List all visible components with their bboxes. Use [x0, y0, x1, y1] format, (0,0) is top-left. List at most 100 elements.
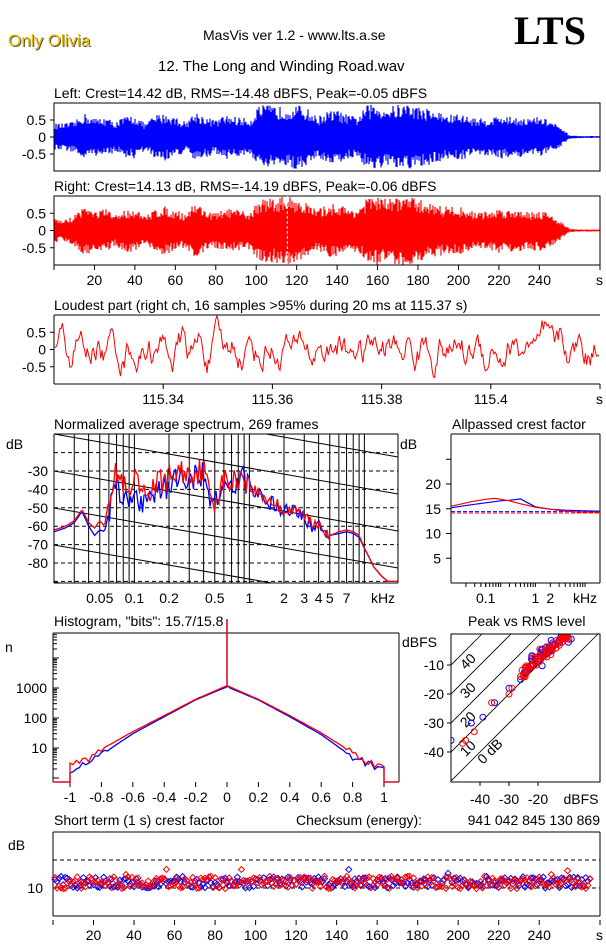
short-term-crest-point-left [430, 874, 438, 882]
short-term-crest-point-right [298, 878, 306, 887]
short-term-crest-point-right [266, 872, 274, 881]
short-term-crest-point-left [454, 875, 462, 884]
peak-vs-rms-ytick-label: -40 [424, 744, 444, 760]
spectrum-series-right [54, 459, 398, 583]
short-term-crest-point-left [69, 883, 77, 891]
spectrum-xtick-label: 2 [280, 590, 288, 606]
short-term-crest-point-right [140, 882, 148, 890]
peak-vs-rms-point-right [563, 634, 571, 640]
short-term-crest-point-left [343, 877, 351, 885]
short-term-crest-xtick-label: 160 [365, 927, 389, 943]
peak-vs-rms-point-right [488, 699, 496, 707]
short-term-crest-xtick-label: 40 [126, 927, 142, 943]
loudest-part-xtick-label: 115.4 [474, 391, 508, 407]
peak-vs-rms-point-right [505, 690, 513, 698]
short-term-crest-point-right [494, 883, 503, 891]
short-term-crest-point-right [217, 875, 225, 884]
spectrum-slope-line [54, 434, 398, 495]
left-waveform-signal [54, 104, 600, 169]
histogram-ytick-label: 1000 [16, 680, 47, 696]
short-term-crest-point-right [450, 879, 458, 888]
allpassed-crest-series-right [450, 497, 600, 513]
spectrum-group: Normalized average spectrum, 269 frames d… [6, 416, 399, 790]
left-waveform-group: Left: Crest=14.42 dB, RMS=-14.48 dBFS, P… [22, 85, 601, 172]
short-term-crest-point-right [130, 878, 138, 886]
short-term-crest-point-right [114, 881, 122, 890]
histogram-group: Histogram, "bits": 15.7/15.8n100010010-1… [5, 613, 400, 805]
short-term-crest-point-right [549, 874, 558, 882]
short-term-crest-point-right [176, 884, 185, 892]
spectrum-xtick-label: 0.2 [159, 590, 179, 606]
right-waveform-xtick-label: 200 [447, 272, 471, 288]
short-term-crest-point-right [300, 873, 308, 881]
histogram-xtick-label: 1 [380, 789, 388, 805]
short-term-crest-point-right [509, 877, 517, 885]
short-term-crest-point-left [482, 872, 491, 881]
short-term-crest-xtick-label: 240 [528, 927, 552, 943]
peak-vs-rms-point-right [536, 645, 544, 653]
short-term-crest-point-left [63, 874, 71, 882]
short-term-crest-point-right [375, 873, 383, 881]
short-term-crest-point-right [405, 872, 414, 880]
short-term-crest-point-right [241, 877, 250, 885]
loudest-part-signal [54, 313, 600, 379]
short-term-crest-point-right [195, 884, 203, 892]
peak-vs-rms-ytick-label: -30 [424, 715, 444, 731]
short-term-crest-point-right [229, 882, 238, 890]
app-title: MasVis ver 1.2 - www.lts.a.se [203, 27, 386, 43]
file-title: 12. The Long and Winding Road.wav [158, 58, 405, 75]
short-term-crest-point-right [480, 872, 489, 881]
short-term-crest-point-right [365, 873, 373, 881]
short-term-crest-point-right [272, 874, 280, 883]
short-term-crest-point-right [239, 876, 248, 885]
spectrum-ytick-label: -70 [28, 537, 48, 553]
loudest-part-xtick-label: s [596, 391, 603, 407]
short-term-crest-point-left [136, 880, 144, 888]
short-term-crest-point-right [274, 875, 282, 883]
spectrum-slope-line [54, 730, 398, 790]
peak-vs-rms-xtick-label: dBFS [563, 791, 598, 807]
spectrum-plot-area [54, 434, 398, 790]
short-term-crest-point-right [492, 880, 501, 888]
spectrum-title: Normalized average spectrum, 269 frames [54, 416, 319, 432]
short-term-crest-point-right [379, 880, 387, 888]
short-term-crest-point-right [312, 878, 321, 887]
short-term-crest-point-right [253, 878, 262, 887]
short-term-crest-point-right [391, 875, 400, 883]
allpassed-crest-ylabel: dB [400, 436, 417, 452]
short-term-crest-point-right [324, 884, 333, 892]
short-term-crest-point-right [456, 884, 464, 893]
allpassed-crest-ytick-label: 20 [425, 476, 441, 492]
short-term-crest-point-left [529, 874, 537, 882]
short-term-crest-xtick-label: s [596, 927, 603, 943]
short-term-crest-point-right [472, 884, 481, 893]
short-term-crest-point-right [503, 879, 511, 887]
short-term-crest-xtick-label: 200 [447, 927, 471, 943]
short-term-crest-point-left [154, 883, 163, 891]
short-term-crest-point-right [436, 882, 444, 890]
short-term-crest-point-right [545, 883, 554, 891]
short-term-crest-point-left [434, 875, 442, 884]
right-waveform-xtick-label: 60 [168, 272, 184, 288]
short-term-crest-point-right [513, 884, 521, 893]
short-term-crest-xtick-label: 140 [325, 927, 349, 943]
short-term-crest-point-right [535, 873, 543, 881]
right-waveform-xtick-label: 220 [487, 272, 511, 288]
short-term-crest-point-right [452, 873, 460, 882]
short-term-crest-point-right [61, 884, 69, 893]
short-term-crest-point-left [353, 877, 361, 885]
right-waveform-ytick-label: 0 [38, 223, 46, 239]
histogram-xtick-label: 0.4 [280, 789, 300, 805]
short-term-crest-point-right [563, 867, 572, 875]
short-term-crest-ytick-label: 10 [27, 880, 43, 896]
right-waveform-group: Right: Crest=14.13 dB, RMS=-14.19 dBFS, … [22, 178, 603, 288]
histogram-series-right [53, 618, 399, 783]
spectrum-xtick-label: 3 [300, 590, 308, 606]
short-term-crest-point-right [304, 877, 312, 885]
short-term-crest-point-right [249, 874, 258, 882]
loudest-part-xtick-label: 115.38 [361, 391, 403, 407]
short-term-crest-point-left [95, 883, 104, 892]
short-term-crest-point-right [118, 884, 126, 893]
loudest-part-xtick-label: 115.36 [252, 391, 294, 407]
